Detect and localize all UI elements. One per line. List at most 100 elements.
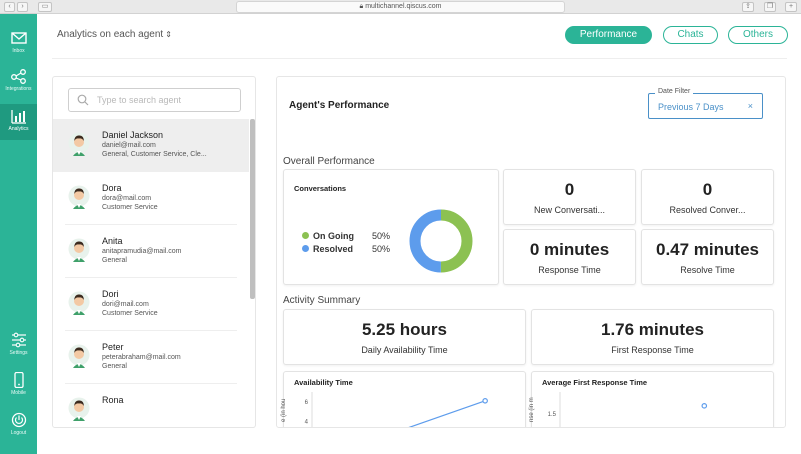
chart-title: Average First Response Time: [542, 378, 648, 387]
agent-division: General: [102, 363, 127, 370]
legend-resolved: Resolved 50%: [302, 244, 390, 254]
search-icon: [77, 94, 89, 106]
sidebar-item-analytics[interactable]: Analytics: [0, 104, 37, 140]
agent-info: Dori dori@mail.com Customer Service: [102, 288, 252, 318]
first-response-chart-plot: 1.51: [548, 392, 708, 427]
resolved-label: Resolved: [313, 244, 354, 254]
sidebar-item-settings[interactable]: Settings: [0, 332, 37, 356]
agent-name: Dora: [102, 183, 122, 193]
sidebar-item-label: Integrations: [5, 86, 32, 92]
stat-caption: Resolved Conver...: [669, 205, 746, 215]
agent-row[interactable]: Dora dora@mail.com Customer Service: [65, 172, 237, 225]
stat-value: 1.76 minutes: [601, 320, 704, 339]
stat-card-new-conversations: 0 New Conversati...: [503, 169, 636, 225]
conversations-card: Conversations On Going 50% Resolved 50%: [283, 169, 499, 285]
analytics-scope-value: Analytics on each agent: [57, 29, 164, 40]
stat-caption: New Conversati...: [533, 205, 606, 215]
analytics-scope-select[interactable]: Analytics on each agent ⇕: [52, 24, 172, 46]
agent-row[interactable]: Dori dori@mail.com Customer Service: [65, 278, 237, 331]
sidebar-item-integrations[interactable]: Integrations: [0, 68, 37, 92]
agent-list: Daniel Jackson daniel@mail.com General, …: [53, 119, 249, 427]
agent-email: dora@mail.com: [102, 195, 152, 202]
agent-info: Rona: [102, 394, 252, 406]
avatar: [68, 291, 90, 315]
resolved-dot: [302, 245, 309, 252]
resolved-percent: 50%: [372, 244, 391, 254]
avatar: [68, 397, 90, 421]
share-button[interactable]: ⇪: [742, 2, 754, 12]
sidebar-item-label: Inbox: [12, 48, 25, 54]
agent-row[interactable]: Anita anitapramudia@mail.com General: [65, 225, 237, 278]
power-icon: [11, 412, 26, 428]
new-tab-button[interactable]: +: [785, 2, 797, 12]
sidebar-toggle-button[interactable]: ▭: [38, 2, 52, 12]
ongoing-dot: [302, 232, 309, 239]
clear-date-filter-icon[interactable]: ×: [747, 101, 753, 111]
agent-row[interactable]: Daniel Jackson daniel@mail.com General, …: [53, 119, 249, 172]
agent-division: Customer Service: [102, 204, 158, 211]
agent-search-input[interactable]: [97, 92, 237, 108]
back-button[interactable]: ‹: [4, 2, 15, 12]
stat-caption: Response Time: [538, 265, 601, 275]
agent-email: peterabraham@mail.com: [102, 354, 181, 361]
agent-row[interactable]: Peter peterabraham@mail.com General: [65, 331, 237, 384]
avatar: [68, 238, 90, 262]
agent-row[interactable]: Rona: [65, 384, 237, 427]
stat-caption: Resolve Time: [680, 265, 735, 275]
sidebar-item-logout[interactable]: Logout: [0, 412, 37, 436]
stat-card-daily-availability: 5.25 hours Daily Availability Time: [283, 309, 526, 365]
agent-info: Daniel Jackson daniel@mail.com General, …: [102, 129, 252, 159]
series-line: [408, 400, 486, 427]
agent-info: Dora dora@mail.com Customer Service: [102, 182, 252, 212]
overall-performance-title: Overall Performance: [283, 156, 375, 167]
agent-name: Anita: [102, 236, 123, 246]
browser-toolbar: ‹ › ▭ 🔒︎ multichannel.qiscus.com ⇪ ❐ +: [0, 0, 801, 14]
stat-value: 0 minutes: [529, 240, 610, 259]
agent-name: Daniel Jackson: [102, 130, 164, 140]
share-icon: [10, 69, 26, 84]
availability-chart-plot: 64: [305, 392, 488, 427]
agent-list-panel: Daniel Jackson daniel@mail.com General, …: [52, 76, 256, 428]
stat-card-resolve-time: 0.47 minutes Resolve Time: [641, 229, 774, 285]
sidebar-item-label: Analytics: [8, 126, 29, 132]
agent-email: dori@mail.com: [102, 301, 149, 308]
agent-division: General: [102, 257, 127, 264]
agent-search[interactable]: [68, 88, 241, 112]
stat-card-response-time: 0 minutes Response Time: [503, 229, 636, 285]
address-bar[interactable]: 🔒︎ multichannel.qiscus.com: [236, 1, 565, 13]
performance-panel: Agent's Performance Date Filter Previous…: [276, 76, 786, 428]
agent-name: Dori: [102, 289, 119, 299]
tab-others[interactable]: Others: [728, 26, 788, 44]
stat-caption: Daily Availability Time: [361, 345, 448, 355]
sidebar-item-inbox[interactable]: Inbox: [0, 30, 37, 54]
stat-card-first-response: 1.76 minutes First Response Time: [531, 309, 774, 365]
donut-slice-resolved: [409, 209, 473, 273]
sidebar: Inbox Integrations Analytics Settings Mo…: [0, 14, 37, 454]
y-tick-label: 6: [305, 400, 309, 406]
forward-button[interactable]: ›: [17, 2, 28, 12]
agent-list-scrollbar[interactable]: [250, 119, 255, 299]
sidebar-item-label: Settings: [9, 350, 28, 356]
mobile-icon: [13, 372, 24, 388]
y-tick-label: 1.5: [548, 412, 557, 418]
date-filter[interactable]: Date Filter Previous 7 Days ×: [648, 88, 763, 119]
lock-icon: 🔒︎: [359, 3, 366, 10]
stat-value: 0.47 minutes: [656, 240, 759, 259]
chart-title: Availability Time: [294, 378, 353, 387]
y-tick-label: 4: [305, 419, 309, 425]
legend-ongoing: On Going 50%: [302, 231, 390, 241]
sidebar-item-label: Mobile: [11, 390, 26, 396]
sidebar-item-mobile[interactable]: Mobile: [0, 372, 37, 396]
conversations-donut-chart: [409, 209, 473, 273]
tabs-button[interactable]: ❐: [764, 2, 776, 12]
sidebar-item-label: Logout: [10, 430, 27, 436]
mail-icon: [10, 32, 27, 44]
agent-name: Peter: [102, 342, 124, 352]
stat-value: 5.25 hours: [361, 320, 448, 339]
tab-chats[interactable]: Chats: [663, 26, 718, 44]
tab-performance[interactable]: Performance: [565, 26, 652, 44]
date-filter-legend: Date Filter: [655, 88, 694, 95]
activity-summary-title: Activity Summary: [283, 295, 361, 306]
avatar: [68, 344, 90, 368]
agent-email: anitapramudia@mail.com: [102, 248, 182, 255]
